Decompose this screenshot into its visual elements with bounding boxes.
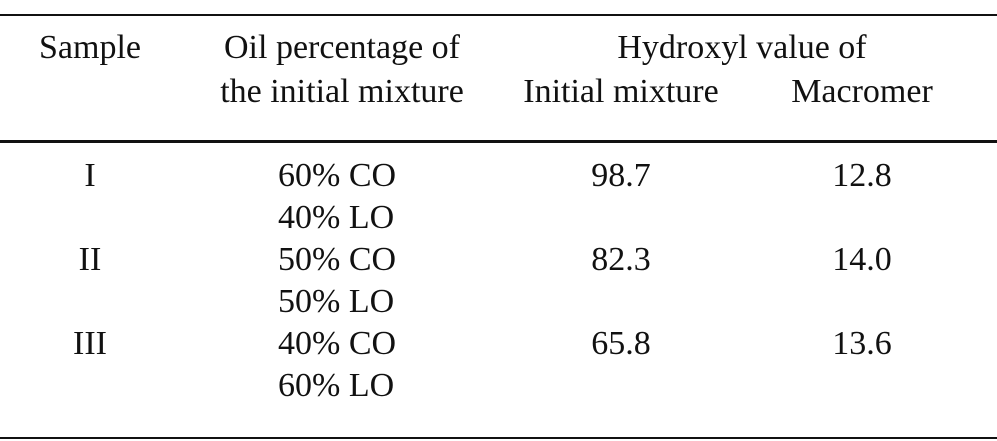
header-sample: Sample	[39, 29, 141, 66]
macromer-cell: 13.6	[832, 325, 892, 362]
oil-cell: 60% CO	[278, 157, 397, 194]
header-initial: Initial mixture	[523, 73, 719, 110]
top-rule	[0, 14, 997, 16]
oil-cell: 50% CO	[278, 241, 397, 278]
header-hydroxyl: Hydroxyl value of	[617, 29, 867, 66]
header-oil: the initial mixture	[220, 73, 464, 110]
oil-cell: 40% LO	[278, 199, 395, 236]
bottom-rule	[0, 437, 997, 439]
initial-cell: 98.7	[591, 157, 651, 194]
mid-rule	[0, 140, 997, 143]
sample-cell: III	[73, 325, 107, 362]
macromer-cell: 14.0	[832, 241, 892, 278]
oil-cell: 60% LO	[278, 367, 395, 404]
header-macromer: Macromer	[791, 73, 933, 110]
header-oil: Oil percentage of	[224, 29, 460, 66]
oil-cell: 50% LO	[278, 283, 395, 320]
macromer-cell: 12.8	[832, 157, 892, 194]
initial-cell: 82.3	[591, 241, 651, 278]
sample-cell: I	[84, 157, 96, 194]
oil-cell: 40% CO	[278, 325, 397, 362]
sample-cell: II	[78, 241, 102, 278]
initial-cell: 65.8	[591, 325, 651, 362]
